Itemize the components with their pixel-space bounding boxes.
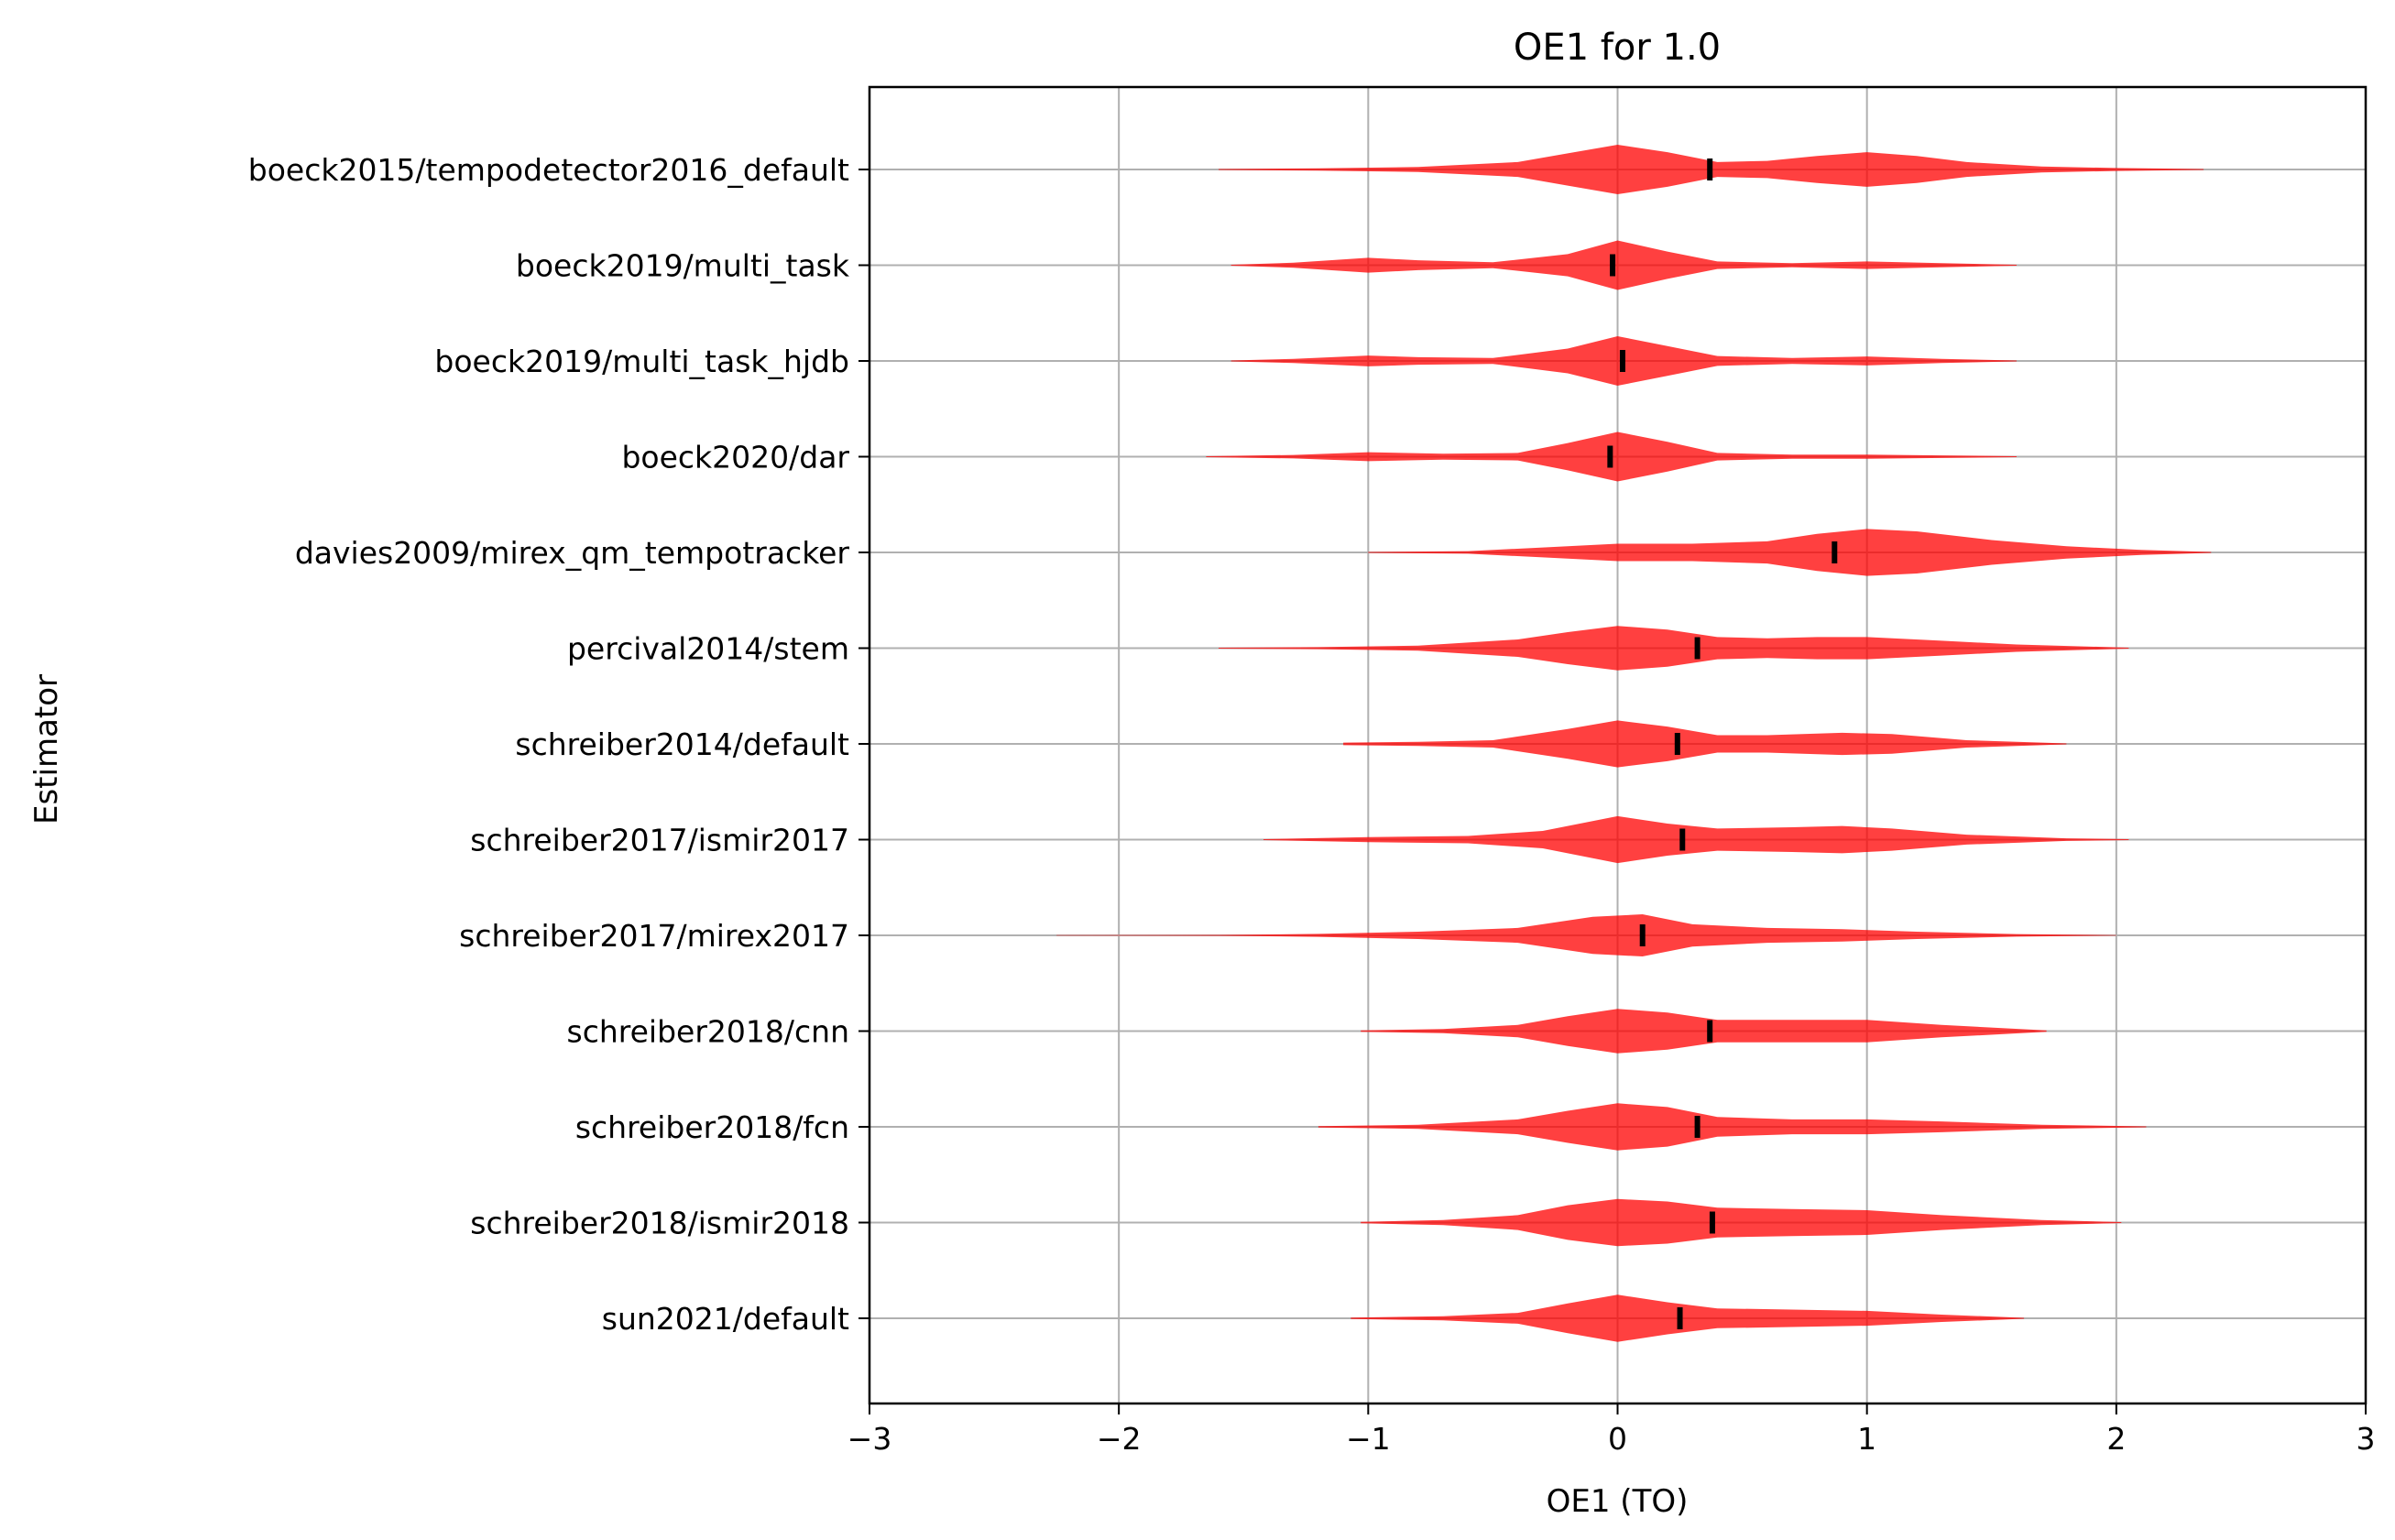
violin-10 bbox=[1318, 1103, 2147, 1151]
violin-7 bbox=[1263, 815, 2129, 864]
y-tick-label: boeck2015/tempodetector2016_default bbox=[248, 152, 849, 188]
x-tick-label: 0 bbox=[1608, 1421, 1627, 1457]
x-tick-label: −2 bbox=[1097, 1421, 1142, 1457]
y-tick-label: schreiber2017/mirex2017 bbox=[459, 918, 849, 954]
y-tick-label: sun2021/default bbox=[602, 1301, 849, 1337]
y-tick-label: percival2014/stem bbox=[567, 631, 849, 667]
violin-6 bbox=[1343, 720, 2067, 768]
violin-1 bbox=[1230, 240, 2017, 290]
chart-title: OE1 for 1.0 bbox=[1514, 27, 1721, 69]
y-tick-label: davies2009/mirex_qm_tempotracker bbox=[295, 535, 850, 571]
violin-4 bbox=[1368, 529, 2212, 576]
violin-8 bbox=[1056, 914, 2116, 956]
x-tick-label: 3 bbox=[2357, 1421, 2376, 1457]
violin-11 bbox=[1361, 1198, 2122, 1247]
y-tick-label: boeck2019/multi_task_hjdb bbox=[434, 344, 849, 379]
y-tick-label: schreiber2017/ismir2017 bbox=[470, 823, 849, 858]
median-markers bbox=[1607, 158, 1838, 1329]
y-tick-label: boeck2019/multi_task bbox=[516, 248, 850, 284]
violin-9 bbox=[1361, 1009, 2047, 1054]
x-axis-ticks: −3 −2 −1 0 1 2 3 bbox=[848, 1403, 2376, 1457]
y-axis-ticks: boeck2015/tempodetector2016_defaultboeck… bbox=[248, 152, 869, 1337]
y-tick-label: schreiber2018/fcn bbox=[575, 1109, 849, 1145]
x-tick-label: 2 bbox=[2106, 1421, 2126, 1457]
y-tick-label: boeck2020/dar bbox=[621, 440, 849, 475]
violin-5 bbox=[1219, 626, 2129, 671]
x-axis-label: OE1 (TO) bbox=[1547, 1483, 1689, 1520]
y-axis-label: Estimator bbox=[28, 674, 65, 825]
y-tick-label: schreiber2018/ismir2018 bbox=[470, 1206, 849, 1241]
x-tick-label: −1 bbox=[1346, 1421, 1391, 1457]
y-tick-label: schreiber2014/default bbox=[515, 726, 849, 762]
y-tick-label: schreiber2018/cnn bbox=[567, 1014, 849, 1050]
x-tick-label: −3 bbox=[848, 1421, 892, 1457]
x-tick-label: 1 bbox=[1857, 1421, 1876, 1457]
violin-12 bbox=[1351, 1294, 2025, 1342]
